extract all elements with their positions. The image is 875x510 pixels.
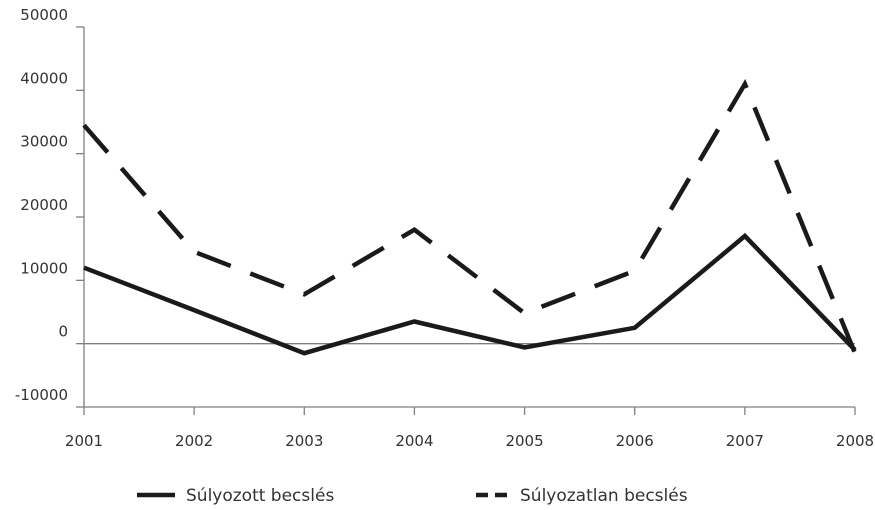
series-line-dashed (82, 78, 858, 355)
legend-label: Súlyozott becslés (186, 486, 334, 506)
x-tick-label: 2002 (175, 432, 213, 450)
y-tick-label: 40000 (20, 69, 68, 87)
y-tick-label: -10000 (15, 386, 68, 404)
x-tick-label: 2007 (726, 432, 764, 450)
y-tick-label: 10000 (20, 259, 68, 277)
y-axis: 50000 40000 30000 20000 10000 0 -10000 (15, 6, 85, 408)
series-layer (82, 78, 858, 356)
series-line-solid (83, 232, 857, 356)
x-tick-label: 2004 (395, 432, 433, 450)
y-tick-label: 20000 (20, 196, 68, 214)
y-tick-label: 0 (58, 323, 68, 341)
x-tick-label: 2003 (285, 432, 323, 450)
x-tick-label: 2006 (616, 432, 654, 450)
legend: Súlyozott becslés Súlyozatlan becslés (137, 486, 688, 506)
x-tick-label: 2008 (836, 432, 874, 450)
x-axis: 2001 2002 2003 2004 2005 2006 2007 2008 (65, 343, 874, 450)
legend-label: Súlyozatlan becslés (520, 486, 688, 506)
x-tick-label: 2005 (505, 432, 543, 450)
x-tick-label: 2001 (65, 432, 103, 450)
y-tick-label: 50000 (20, 6, 68, 24)
y-tick-label: 30000 (20, 133, 68, 151)
